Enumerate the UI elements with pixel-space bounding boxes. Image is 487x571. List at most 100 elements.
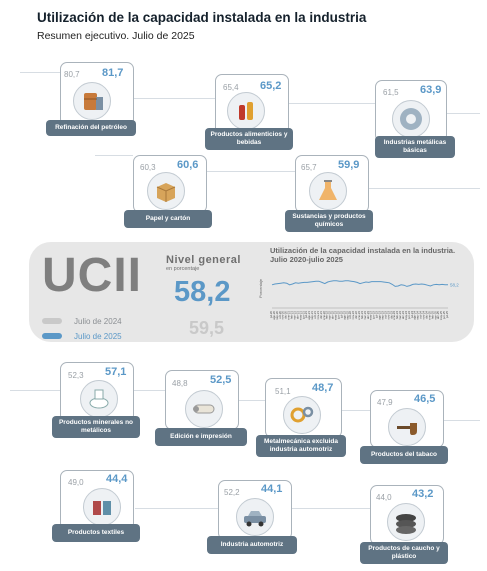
general-level-label: Nivel general: [166, 254, 241, 266]
page-subtitle: Resumen ejecutivo. Julio de 2025: [37, 30, 195, 42]
x-tick-label: may-24: [404, 311, 408, 321]
x-tick-label: may-21: [298, 311, 302, 321]
steel-coil-icon: [392, 100, 430, 138]
sector-label: Metalmecánica excluida industria automot…: [256, 435, 346, 457]
curr-value: 44,4: [106, 473, 128, 485]
connector-line: [10, 390, 60, 391]
connector-line: [95, 155, 133, 156]
end-value-label: 58,2: [450, 282, 459, 287]
connector-line: [365, 188, 480, 189]
prev-value: 65,4: [223, 83, 239, 92]
connector-line: [290, 508, 370, 509]
chart-title: Utilización de la capacidad instalada en…: [270, 246, 456, 264]
x-tick-label: mar-24: [398, 311, 402, 320]
x-tick-label: sep-24: [416, 311, 420, 320]
x-tick-label: abr-23: [366, 311, 370, 320]
sector-label: Papel y cartón: [124, 210, 212, 228]
x-tick-label: jul-20: [269, 311, 273, 319]
thread-spools-icon: [83, 488, 121, 526]
general-value-current: 58,2: [174, 276, 231, 308]
x-tick-label: abr-22: [331, 311, 335, 320]
x-tick-label: dic-22: [354, 311, 358, 319]
curr-value: 52,5: [210, 374, 232, 386]
curr-value: 43,2: [412, 488, 434, 500]
x-tick-label: dic-20: [284, 311, 288, 319]
x-tick-label: nov-24: [422, 311, 426, 320]
curr-value: 48,7: [312, 382, 334, 394]
car-icon: [236, 498, 274, 536]
curr-value: 60,6: [177, 159, 199, 171]
x-tick-label: ago-23: [378, 311, 382, 320]
sector-label: Productos alimenticios y bebidas: [205, 128, 293, 150]
series-line: [271, 280, 448, 287]
connector-line: [440, 420, 480, 421]
x-tick-label: jul-22: [339, 311, 343, 319]
x-tick-label: sep-21: [310, 311, 314, 320]
x-tick-label: sep-22: [345, 311, 349, 320]
x-tick-label: ene-23: [357, 311, 361, 320]
connector-line: [20, 72, 60, 73]
curr-value: 44,1: [261, 483, 283, 495]
x-tick-label: may-25: [439, 311, 443, 321]
connector-line: [235, 400, 265, 401]
sector-label: Edición e impresión: [155, 428, 247, 446]
x-tick-label: oct-24: [419, 311, 423, 319]
x-tick-label: jul-21: [304, 311, 308, 319]
prev-value: 52,2: [224, 488, 240, 497]
x-tick-label: may-23: [369, 311, 373, 321]
x-tick-label: dic-21: [319, 311, 323, 319]
curr-value: 63,9: [420, 84, 442, 96]
x-tick-label: mar-23: [363, 311, 367, 320]
x-tick-label: ene-24: [392, 311, 396, 320]
sector-label: Productos minerales no metálicos: [52, 416, 140, 438]
prev-value: 65,7: [301, 163, 317, 172]
x-tick-label: nov-22: [351, 311, 355, 320]
connector-line: [285, 103, 375, 104]
legend-swatch-2024: [42, 318, 62, 324]
carton-box-icon: [147, 172, 185, 210]
x-tick-label: oct-23: [383, 311, 387, 319]
x-tick-label: abr-25: [436, 311, 440, 320]
x-tick-label: nov-21: [316, 311, 320, 320]
prev-value: 44,0: [376, 493, 392, 502]
sector-label: Productos de caucho y plástico: [360, 542, 448, 564]
x-tick-label: feb-24: [395, 311, 399, 319]
prev-value: 61,5: [383, 88, 399, 97]
x-tick-label: jun-24: [407, 311, 411, 320]
curr-value: 59,9: [338, 159, 360, 171]
x-tick-label: mar-21: [293, 311, 297, 320]
toilet-icon: [80, 380, 118, 418]
x-tick-label: sep-23: [381, 311, 385, 320]
curr-value: 81,7: [102, 67, 124, 79]
x-tick-label: may-22: [334, 311, 338, 321]
x-tick-label: feb-23: [360, 311, 364, 319]
x-tick-label: ago-21: [307, 311, 311, 320]
prev-value: 60,3: [140, 163, 156, 172]
x-tick-label: jun-25: [442, 311, 446, 320]
flask-icon: [309, 172, 347, 210]
x-tick-label: oct-20: [278, 311, 282, 319]
x-tick-label: mar-22: [328, 311, 332, 320]
legend-label-2025: Julio de 2025: [74, 332, 122, 341]
x-tick-label: dic-23: [389, 311, 393, 319]
connector-line: [130, 98, 215, 99]
x-tick-label: jul-24: [410, 311, 414, 319]
sector-label: Refinación del petróleo: [46, 120, 136, 136]
prev-value: 51,1: [275, 387, 291, 396]
x-tick-label: jul-23: [375, 311, 379, 319]
x-tick-label: ago-22: [342, 311, 346, 320]
tires-icon: [387, 503, 425, 541]
prev-value: 80,7: [64, 70, 80, 79]
y-axis-label: Porcentaje: [258, 278, 263, 298]
prev-value: 48,8: [172, 379, 188, 388]
x-tick-label: ago-20: [272, 311, 276, 320]
gears-icon: [283, 396, 321, 434]
x-tick-label: oct-21: [313, 311, 317, 319]
paper-rolls-icon: [185, 390, 223, 428]
bottles-icon: [227, 92, 265, 130]
prev-value: 47,9: [377, 398, 393, 407]
sector-label: Sustancias y productos químicos: [285, 210, 373, 232]
connector-line: [205, 171, 295, 172]
x-tick-label: nov-20: [281, 311, 285, 320]
